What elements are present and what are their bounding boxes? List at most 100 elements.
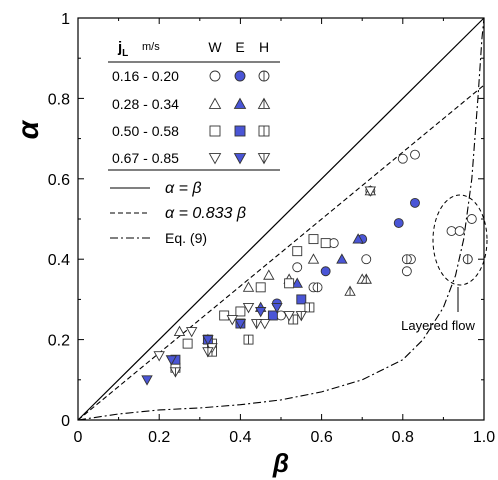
legend-header-col: W [208, 39, 222, 55]
legend-marker-square-H [258, 125, 270, 137]
marker-triangle-up-W-2 [263, 269, 275, 280]
x-tick-label: 0.8 [392, 429, 414, 446]
marker-triangle-down-W-5 [259, 319, 271, 330]
marker-triangle-up-W-0 [173, 325, 186, 336]
legend-marker-triangle-up-E [233, 97, 247, 109]
marker-square-H-1 [243, 334, 254, 345]
y-axis-label: α [12, 119, 45, 139]
marker-square-W-6 [284, 278, 295, 289]
marker-triangle-down-W-7 [364, 186, 377, 197]
legend-header-j: j [117, 39, 122, 56]
legend-marker-square-E [234, 125, 246, 137]
y-tick-label: 0 [61, 413, 70, 430]
marker-triangle-down-E-0 [141, 375, 153, 386]
marker-circle-E-4 [410, 197, 420, 208]
legend-header-unit: m/s [142, 41, 160, 53]
marker-square-W-7 [292, 246, 303, 257]
marker-triangle-up-E-2 [291, 277, 303, 288]
x-tick-label: 0.6 [310, 429, 332, 446]
marker-triangle-down-H-0 [169, 367, 182, 378]
x-axis-label: β [272, 448, 289, 478]
marker-triangle-down-H-2 [250, 319, 263, 330]
marker-triangle-down-H-1 [202, 347, 214, 358]
marker-circle-H-1 [401, 254, 412, 265]
marker-circle-W-6 [397, 153, 408, 164]
marker-circle-W-4 [361, 254, 372, 265]
marker-triangle-down-E-2 [202, 335, 214, 346]
y-tick-label: 0.2 [48, 333, 70, 350]
marker-triangle-down-E-3 [234, 319, 247, 330]
y-tick-label: 0.8 [48, 91, 70, 108]
legend-marker-circle-E [234, 70, 246, 82]
marker-square-E-4 [296, 294, 307, 305]
marker-square-W-4 [235, 306, 246, 317]
marker-square-W-5 [255, 282, 266, 293]
layered-flow-label: Layered flow [401, 318, 475, 333]
y-tick-label: 1 [61, 11, 70, 28]
marker-square-W-9 [320, 238, 331, 249]
marker-circle-H-0 [312, 282, 323, 293]
marker-circle-W-10 [446, 226, 457, 237]
axes: 0 0.2 0.4 0.6 0.8 1.0 0 0.2 0.4 0.6 0.8 1 β α [12, 11, 495, 478]
legend-marker-triangle-down-H [257, 153, 271, 165]
layered-flow-ellipse [432, 194, 488, 286]
legend-line-label-dashed: α = 0.833 β [165, 205, 246, 222]
marker-triangle-up-E-3 [336, 253, 348, 264]
marker-triangle-down-W-6 [283, 311, 295, 322]
reference-lines [77, 17, 485, 421]
marker-triangle-down-W-0 [153, 351, 165, 362]
marker-circle-W-13 [466, 214, 477, 224]
marker-square-W-8 [308, 234, 319, 245]
legend: jLm/s W E H0.16 - 0.200.28 - 0.340.50 - 0.5… [108, 39, 280, 246]
marker-circle-E-1 [320, 266, 331, 277]
marker-circle-W-9 [410, 149, 420, 160]
marker-triangle-up-E-4 [352, 233, 364, 244]
legend-marker-circle-W [209, 70, 221, 82]
x-tick-label: 1.0 [473, 429, 495, 446]
legend-row-label: 0.28 - 0.34 [112, 96, 179, 112]
legend-row-label: 0.16 - 0.20 [112, 68, 179, 84]
line-alpha-equals-beta [77, 17, 485, 421]
marker-square-E-3 [267, 310, 278, 321]
legend-marker-circle-H [258, 70, 270, 82]
legend-header-col: H [259, 39, 269, 55]
y-tick-label: 0.4 [48, 252, 70, 269]
marker-square-H-3 [304, 302, 315, 313]
legend-header-jl: jL [117, 39, 128, 59]
marker-circle-W-11 [454, 226, 465, 237]
legend-row-label: 0.50 - 0.58 [112, 123, 179, 139]
legend-marker-triangle-up-W [208, 97, 222, 109]
annotation-layered-flow: Layered flow [401, 194, 488, 333]
legend-header-col: E [235, 39, 244, 55]
marker-triangle-up-H-1 [360, 273, 372, 284]
marker-circle-E-3 [393, 218, 404, 228]
legend-marker-triangle-up-H [257, 97, 271, 109]
legend-marker-triangle-down-W [208, 153, 222, 165]
marker-triangle-down-W-4 [242, 303, 255, 314]
legend-row-label: 0.67 - 0.85 [112, 150, 179, 166]
marker-triangle-down-W-1 [185, 327, 198, 338]
x-tick-label: 0 [74, 429, 83, 446]
marker-triangle-down-E-1 [165, 355, 178, 366]
legend-marker-square-W [209, 125, 221, 137]
marker-circle-W-7 [401, 266, 412, 277]
data-markers [141, 149, 477, 386]
marker-triangle-up-W-4 [307, 253, 320, 264]
legend-marker-triangle-down-E [233, 153, 247, 165]
marker-circle-W-1 [292, 262, 303, 273]
curve-eq-9 [77, 17, 485, 421]
marker-triangle-up-H-0 [344, 285, 356, 296]
legend-line-label-dashdot: Eq. (9) [165, 230, 207, 246]
marker-circle-W-3 [328, 238, 339, 249]
marker-triangle-up-W-1 [242, 281, 255, 292]
legend-line-label-solid: α = β [165, 180, 202, 197]
marker-triangle-down-E-5 [271, 303, 283, 314]
marker-square-W-1 [182, 338, 193, 349]
marker-triangle-down-H-3 [295, 311, 308, 322]
marker-triangle-down-W-3 [226, 315, 238, 326]
x-tick-label: 0.2 [148, 429, 170, 446]
legend-header-j-sub: L [122, 48, 128, 59]
marker-circle-H-2 [462, 254, 473, 265]
x-tick-label: 0.4 [229, 429, 251, 446]
